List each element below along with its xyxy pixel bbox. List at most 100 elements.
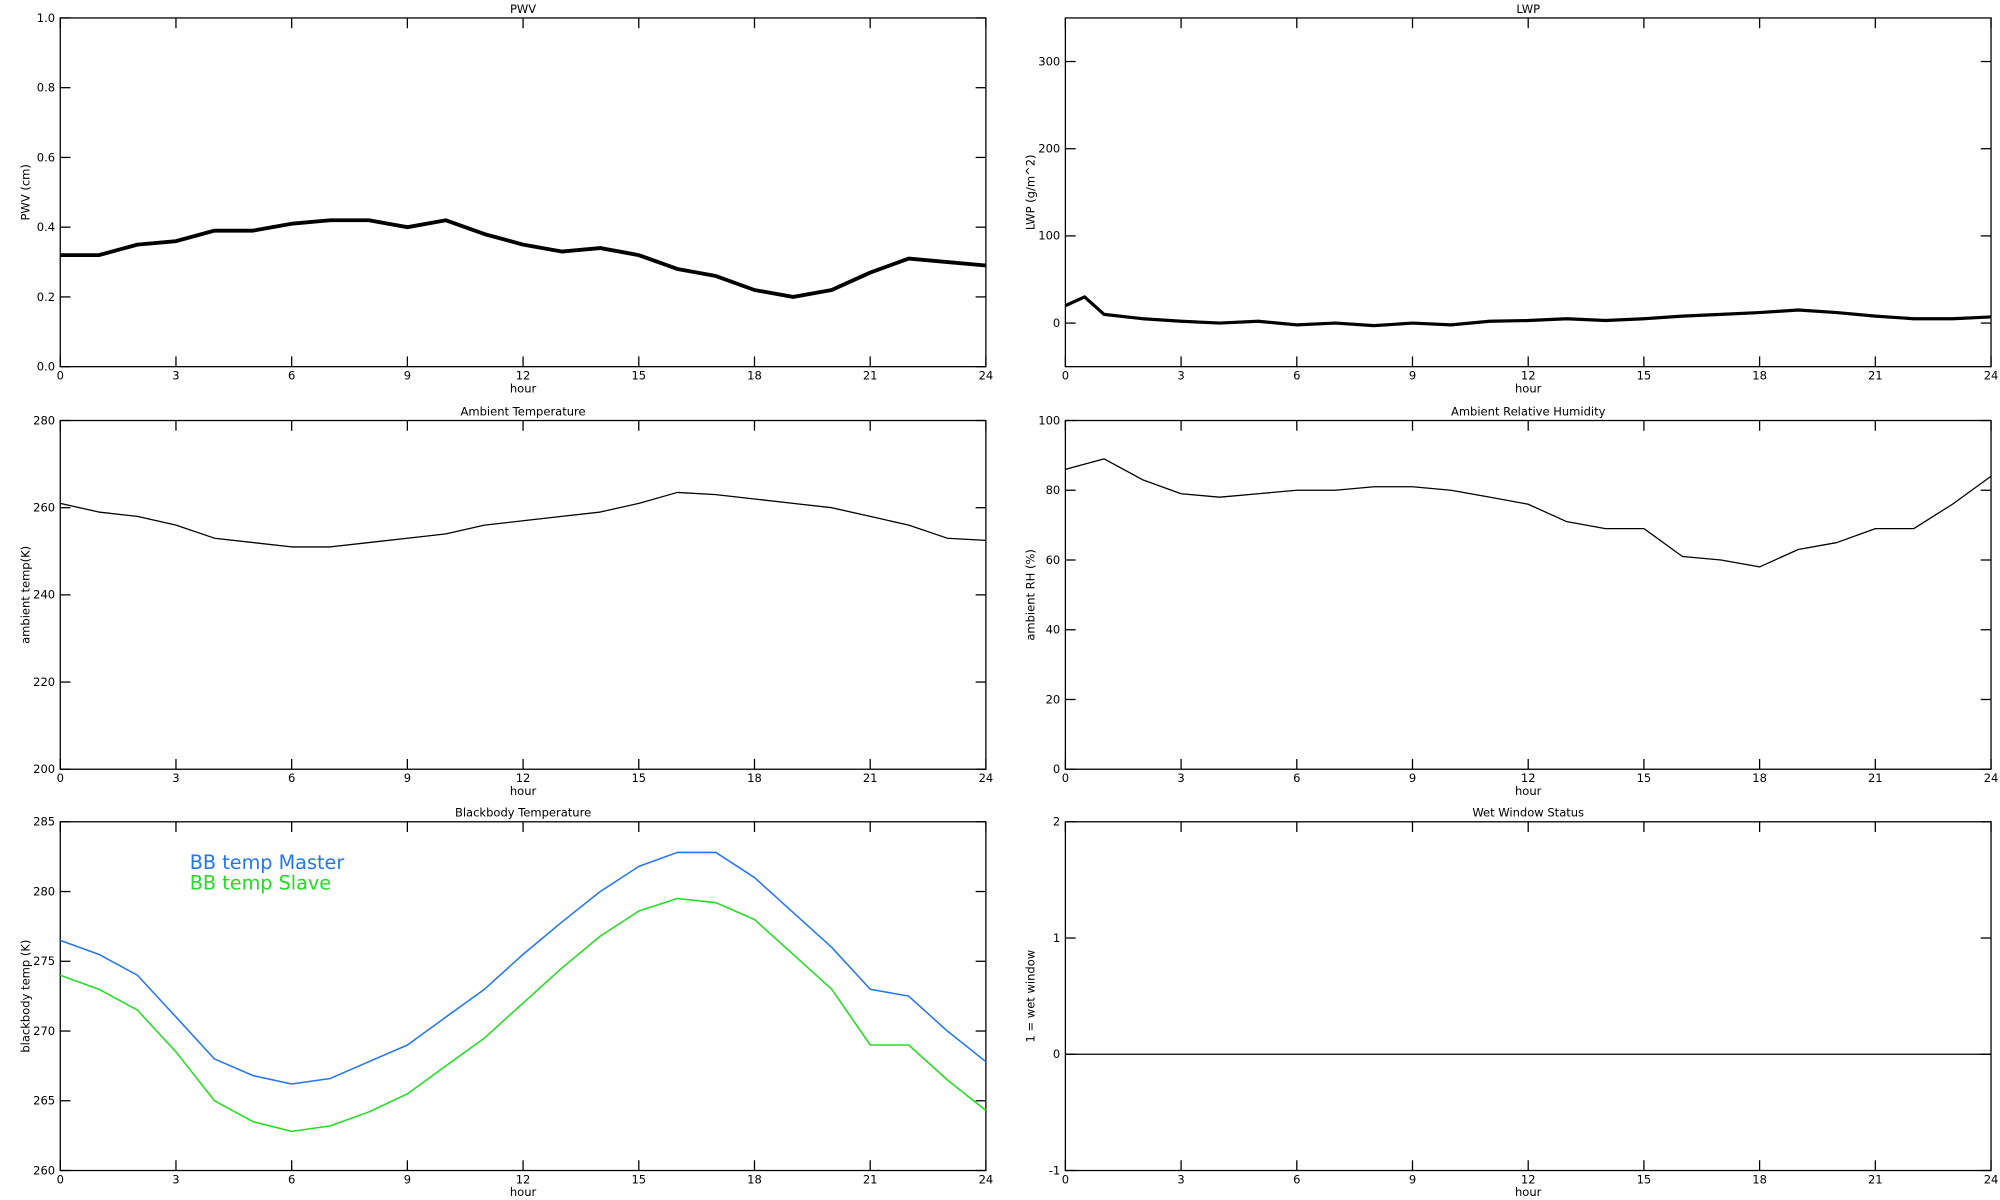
x-axis-label: hour xyxy=(510,1185,537,1199)
x-tick-label: 0 xyxy=(57,368,64,382)
data-line xyxy=(59,897,987,1133)
x-tick-label: 0 xyxy=(57,1172,64,1186)
x-tick-label: 12 xyxy=(516,1172,531,1186)
y-tick-label: 280 xyxy=(33,884,55,898)
y-tick-label: 0.2 xyxy=(37,290,55,304)
x-tick-label: 21 xyxy=(863,1172,878,1186)
data-line xyxy=(60,218,987,299)
y-tick-label: 2 xyxy=(1053,815,1060,829)
y-tick-label: 40 xyxy=(1046,623,1061,637)
y-tick-label: 240 xyxy=(33,588,55,602)
x-tick-label: 21 xyxy=(863,368,878,382)
y-axis-label: ambient temp(K) xyxy=(18,546,32,644)
y-tick-label: 285 xyxy=(33,815,55,829)
x-tick-label: 24 xyxy=(979,771,994,785)
panel: Wet Window Status hour 1 = wet window 0 3 6 9 1… xyxy=(1024,806,1999,1199)
x-tick-label: 15 xyxy=(631,1172,646,1186)
chart-title: Blackbody Temperature xyxy=(455,806,591,820)
x-tick-label: 21 xyxy=(1868,368,1883,382)
y-tick-label: 270 xyxy=(33,1024,55,1038)
panel: PWV hour PWV (cm) 0 3 6 9 12 15 18 21 24 0.0 0.2 0.4 0.… xyxy=(18,2,993,395)
y-tick-label: 0.6 xyxy=(37,150,55,164)
chart-title: LWP xyxy=(1516,2,1540,16)
y-tick-label: 80 xyxy=(1046,483,1061,497)
panel: Blackbody Temperature hour blackbody temp … xyxy=(18,806,993,1199)
x-axis-label: hour xyxy=(510,784,537,798)
x-tick-label: 6 xyxy=(1293,368,1300,382)
x-tick-label: 15 xyxy=(1637,368,1652,382)
x-tick-label: 9 xyxy=(1409,368,1416,382)
x-tick-label: 18 xyxy=(1752,368,1767,382)
y-tick-label: 0.4 xyxy=(37,220,55,234)
x-tick-label: 18 xyxy=(747,368,762,382)
x-tick-label: 12 xyxy=(1521,1172,1536,1186)
y-tick-label: 200 xyxy=(33,762,55,776)
x-tick-label: 6 xyxy=(288,771,295,785)
chart-title: Ambient Temperature xyxy=(461,404,586,418)
x-tick-label: 18 xyxy=(747,1172,762,1186)
y-tick-label: 20 xyxy=(1046,692,1061,706)
data-line xyxy=(1065,458,1992,568)
y-axis-label: PWV (cm) xyxy=(18,164,32,220)
x-tick-label: 0 xyxy=(1062,368,1069,382)
x-tick-label: 9 xyxy=(1409,771,1416,785)
x-tick-label: 12 xyxy=(516,368,531,382)
panel: LWP hour LWP (g/m^2) 0 3 6 9 12 15 18 21 24 0 100 200 3… xyxy=(1024,2,1999,395)
x-tick-label: 18 xyxy=(1752,771,1767,785)
x-tick-label: 21 xyxy=(1868,1172,1883,1186)
panel: Ambient Relative Humidity hour ambient RH … xyxy=(1024,404,1999,797)
y-tick-label: 1 xyxy=(1053,931,1060,945)
chart-title: PWV xyxy=(510,2,536,16)
x-tick-label: 12 xyxy=(516,771,531,785)
x-tick-label: 12 xyxy=(1521,368,1536,382)
plot-frame xyxy=(59,17,987,368)
x-tick-label: 6 xyxy=(1293,1172,1300,1186)
x-axis-label: hour xyxy=(1515,1185,1542,1199)
x-tick-label: 18 xyxy=(1752,1172,1767,1186)
x-tick-label: 15 xyxy=(1637,1172,1652,1186)
y-tick-label: 0 xyxy=(1053,316,1060,330)
x-tick-label: 3 xyxy=(1177,1172,1184,1186)
x-axis-label: hour xyxy=(510,381,537,395)
legend-entry: BB temp Master xyxy=(190,851,345,874)
x-tick-label: 15 xyxy=(631,771,646,785)
x-tick-label: 12 xyxy=(1521,771,1536,785)
y-tick-label: 260 xyxy=(33,1163,55,1177)
x-tick-label: 0 xyxy=(1062,771,1069,785)
y-tick-label: 0.8 xyxy=(37,81,55,95)
x-tick-label: 24 xyxy=(979,368,994,382)
x-tick-label: 9 xyxy=(404,771,411,785)
x-tick-label: 9 xyxy=(1409,1172,1416,1186)
x-tick-label: 6 xyxy=(288,1172,295,1186)
x-tick-label: 24 xyxy=(1984,368,1999,382)
x-tick-label: 21 xyxy=(1868,771,1883,785)
x-tick-label: 24 xyxy=(1984,1172,1999,1186)
y-axis-label: ambient RH (%) xyxy=(1024,549,1038,641)
chart-title: Wet Window Status xyxy=(1472,806,1584,820)
x-tick-label: 3 xyxy=(172,771,179,785)
legend-entry: BB temp Slave xyxy=(190,872,331,895)
x-tick-label: 6 xyxy=(288,368,295,382)
data-line xyxy=(60,491,986,548)
x-tick-label: 24 xyxy=(979,1172,994,1186)
data-line xyxy=(1064,295,1992,328)
x-tick-label: 9 xyxy=(404,368,411,382)
x-tick-label: 9 xyxy=(404,1172,411,1186)
y-tick-label: -1 xyxy=(1049,1163,1060,1177)
y-tick-label: 1.0 xyxy=(37,11,55,25)
x-tick-label: 18 xyxy=(747,771,762,785)
y-tick-label: 260 xyxy=(33,501,55,515)
y-axis-label: LWP (g/m^2) xyxy=(1024,154,1038,230)
x-tick-label: 0 xyxy=(57,771,64,785)
y-tick-label: 0.0 xyxy=(37,360,55,374)
y-tick-label: 300 xyxy=(1038,54,1060,68)
y-tick-label: 275 xyxy=(33,954,55,968)
y-tick-label: 265 xyxy=(33,1094,55,1108)
x-tick-label: 15 xyxy=(1637,771,1652,785)
y-tick-label: 100 xyxy=(1038,413,1060,427)
x-axis-label: hour xyxy=(1515,381,1542,395)
y-axis-label: 1 = wet window xyxy=(1024,950,1038,1043)
y-tick-label: 0 xyxy=(1053,762,1060,776)
